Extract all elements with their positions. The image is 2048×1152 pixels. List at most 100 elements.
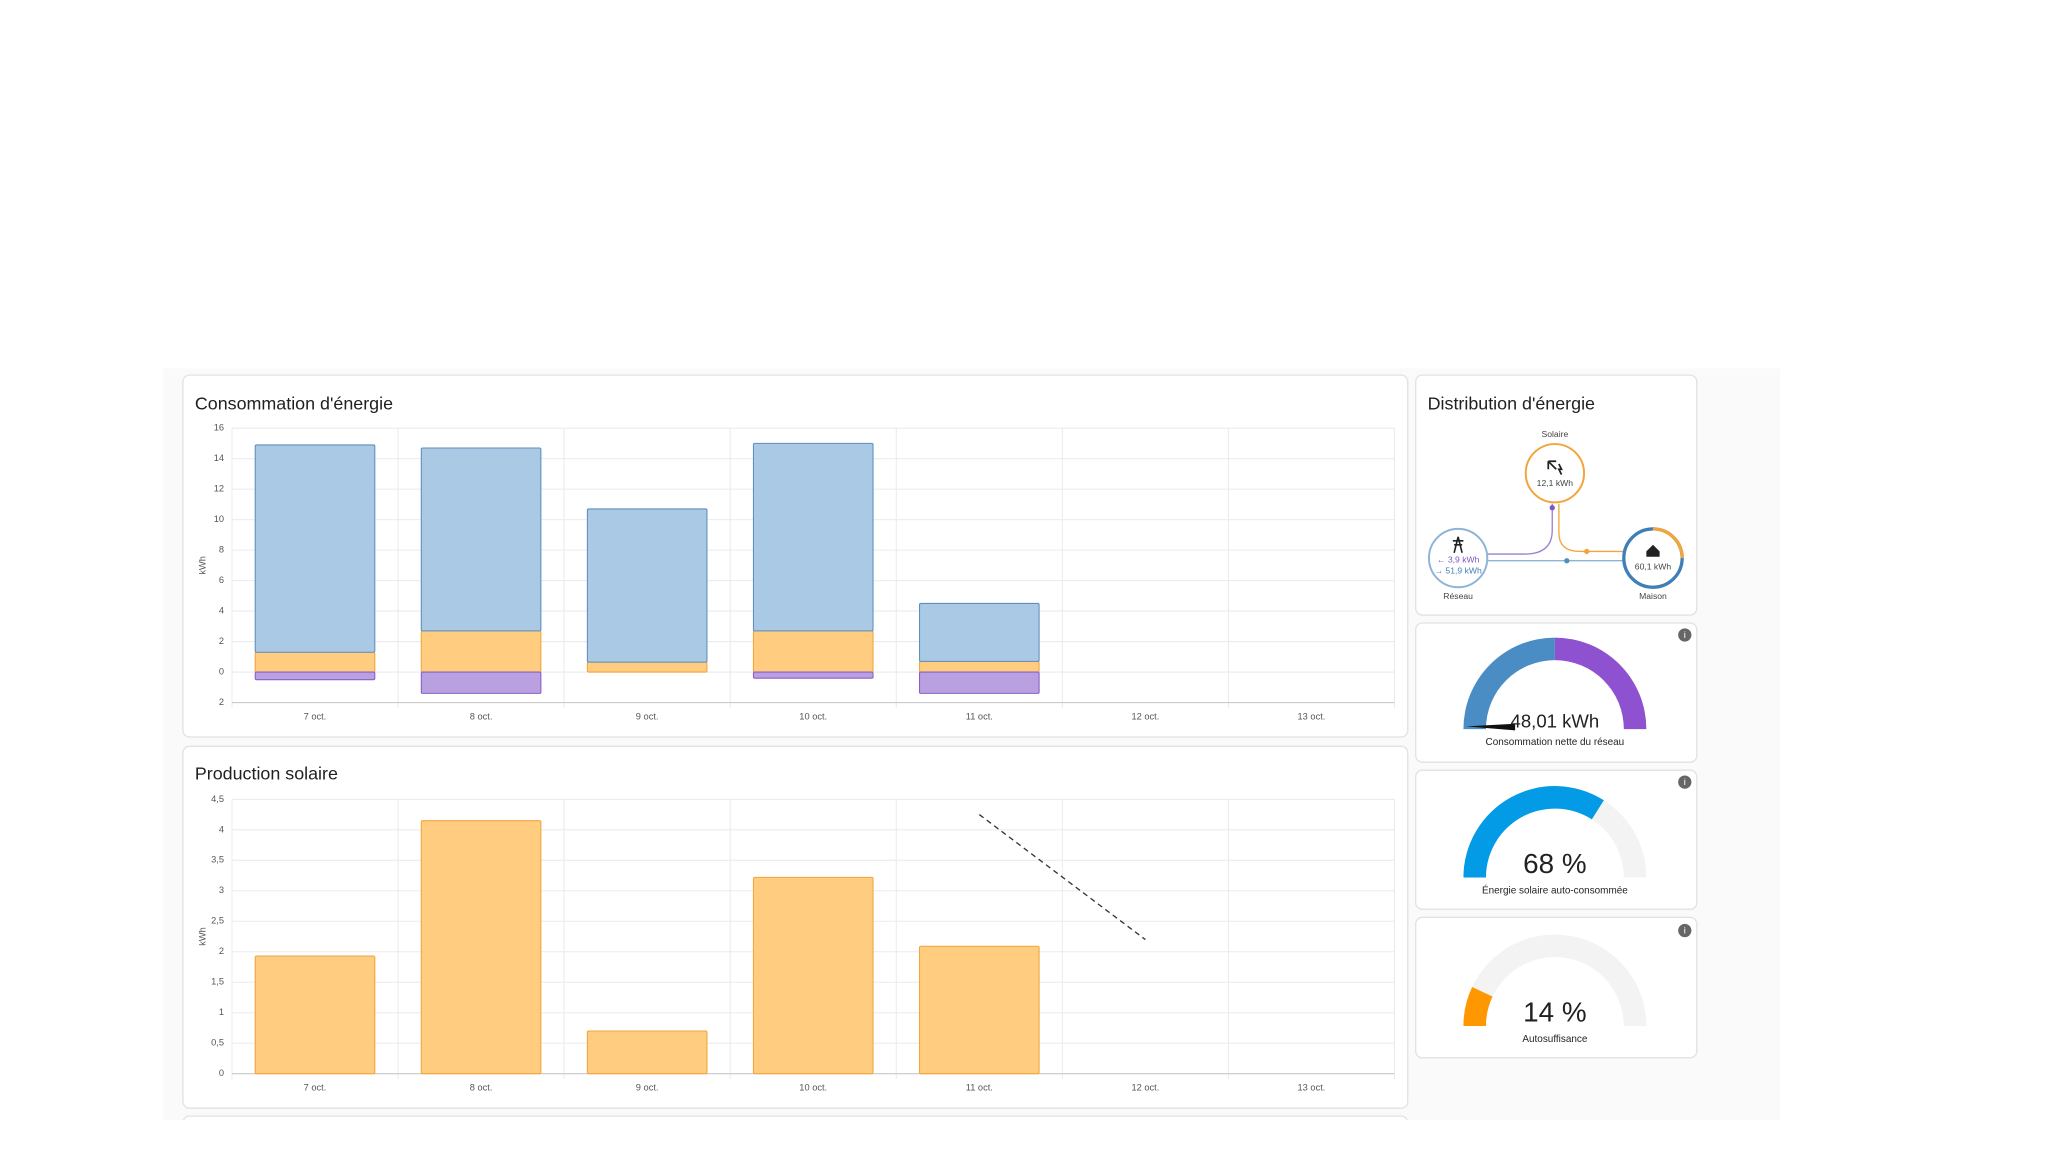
x-tick-label: 13 oct.	[1298, 1083, 1326, 1093]
bar	[254, 651, 376, 673]
home-solar-share	[1652, 527, 1684, 559]
gauge-needle	[1466, 723, 1516, 731]
gauge-track	[1463, 934, 1647, 1026]
x-tick-label: 9 oct.	[636, 1083, 659, 1093]
gauge-value	[1463, 987, 1493, 1026]
node-label: Maison	[1639, 591, 1667, 601]
y-tick-label: 2,5	[211, 916, 224, 926]
y-tick-label: 2	[219, 946, 224, 956]
bar	[752, 442, 874, 632]
y-tick-label: 12	[214, 484, 224, 494]
y-tick-label: 0	[219, 1068, 224, 1078]
bar	[586, 508, 708, 663]
flow-line	[1487, 503, 1553, 555]
x-tick-label: 12 oct.	[1131, 1083, 1159, 1093]
bar	[420, 820, 542, 1075]
y-tick-label: 3,5	[211, 855, 224, 865]
bar	[918, 945, 1040, 1075]
x-tick-label: 11 oct.	[966, 712, 993, 722]
y-tick-label: 14	[214, 453, 224, 463]
x-tick-label: 10 oct.	[799, 712, 827, 722]
bar	[586, 661, 708, 673]
bar	[918, 602, 1040, 662]
grid-icon	[1452, 536, 1464, 553]
info-icon[interactable]: i	[1678, 775, 1692, 789]
bar	[254, 444, 376, 653]
gauge-label: Énergie solaire auto-consommée	[1482, 885, 1628, 896]
y-tick-label: 16	[214, 423, 224, 433]
grid-node	[1427, 527, 1489, 589]
gauge-label: Autosuffisance	[1522, 1034, 1587, 1045]
gauge-label: Consommation nette du réseau	[1486, 737, 1625, 748]
svg-text:i: i	[1684, 926, 1686, 936]
bar	[254, 671, 376, 681]
bar	[918, 671, 1040, 694]
gauge-value-label: 48,01 kWh	[1511, 710, 1600, 731]
bar	[420, 671, 542, 694]
y-tick-label: 0,5	[211, 1038, 224, 1048]
flow-dot	[1549, 505, 1555, 511]
info-icon[interactable]: i	[1678, 628, 1692, 642]
bar	[752, 876, 874, 1075]
node-value: 60,1 kWh	[1635, 562, 1672, 572]
trend-line	[978, 814, 1146, 941]
x-tick-label: 12 oct.	[1131, 712, 1159, 722]
node-value: 51,9 kWh	[1445, 566, 1482, 576]
y-tick-label: 2	[219, 636, 224, 646]
y-axis-label: kWh	[197, 927, 207, 946]
node-label: Solaire	[1541, 429, 1568, 439]
gauge-value	[1463, 786, 1604, 878]
y-axis-label: kWh	[197, 556, 207, 575]
y-tick-label: 4	[219, 606, 224, 616]
grid-export: → 51,9 kWh	[1434, 566, 1482, 576]
arrow: ←	[1437, 555, 1448, 565]
flow-dot	[1564, 558, 1570, 564]
node-value: 12,1 kWh	[1537, 478, 1574, 488]
arrow: →	[1434, 566, 1445, 576]
y-tick-label: 10	[214, 514, 224, 524]
bar	[586, 1030, 708, 1075]
gauge-band	[1463, 637, 1555, 730]
x-tick-label: 13 oct.	[1298, 712, 1326, 722]
solar-node	[1524, 443, 1586, 504]
x-tick-label: 8 oct.	[470, 712, 493, 722]
y-tick-label: 1	[219, 1007, 224, 1017]
bar	[752, 671, 874, 679]
grid-import: ← 3,9 kWh	[1437, 555, 1480, 565]
chart-title: Production solaire	[195, 763, 338, 783]
node-value: 3,9 kWh	[1448, 555, 1480, 565]
gauge-band	[1554, 637, 1647, 730]
solar-icon	[1547, 460, 1563, 475]
x-tick-label: 7 oct.	[304, 712, 327, 722]
y-tick-label: 6	[219, 575, 224, 585]
gauge-value-label: 68 %	[1523, 848, 1586, 879]
node-label: Réseau	[1443, 591, 1473, 601]
y-tick-label: 4	[219, 824, 224, 834]
x-tick-label: 7 oct.	[304, 1083, 327, 1093]
chart-title: Consommation d'énergie	[195, 394, 393, 414]
gauge-value-label: 14 %	[1523, 996, 1586, 1027]
y-tick-label: 3	[219, 885, 224, 895]
x-tick-label: 10 oct.	[799, 1083, 827, 1093]
y-tick-label: 1,5	[211, 977, 224, 987]
x-tick-label: 9 oct.	[636, 712, 659, 722]
y-tick-label: 4,5	[211, 794, 224, 804]
y-tick-label: 8	[219, 545, 224, 555]
page-bottom	[163, 1120, 1781, 1152]
y-tick-label: 0	[219, 667, 224, 677]
bar	[420, 447, 542, 632]
y-tick-label: 2	[219, 697, 224, 707]
bar	[752, 630, 874, 673]
info-icon[interactable]: i	[1678, 923, 1692, 938]
svg-text:i: i	[1684, 630, 1686, 640]
flow-dot	[1584, 548, 1590, 555]
card-title: Distribution d'énergie	[1428, 394, 1595, 414]
bar	[254, 955, 376, 1075]
home-icon	[1646, 544, 1660, 557]
flow-line	[1558, 503, 1624, 553]
x-tick-label: 8 oct.	[470, 1083, 493, 1093]
bar	[420, 630, 542, 673]
bar	[918, 660, 1040, 673]
